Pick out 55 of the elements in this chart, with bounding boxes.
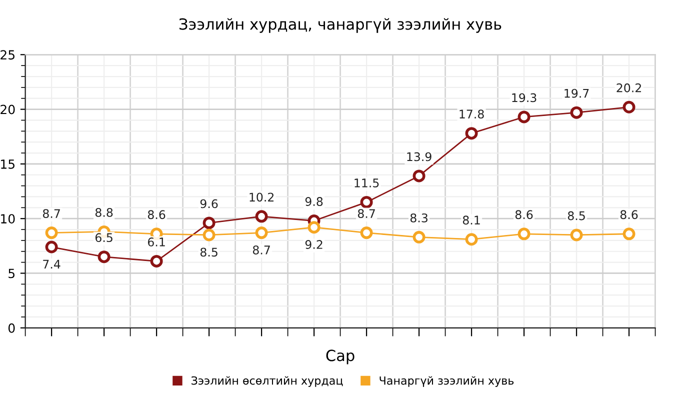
- y-tick-label: 25: [0, 50, 14, 60]
- point: [308, 221, 320, 234]
- data-label: 8.6: [620, 210, 638, 220]
- point: [202, 228, 216, 242]
- data-label: 19.3: [512, 93, 536, 102]
- data-label: 20.2: [616, 83, 641, 92]
- x-axis-title: Сар: [326, 350, 354, 364]
- legend-label: Чанаргүй зээлийн хувь: [380, 376, 514, 387]
- point: [255, 210, 268, 223]
- data-label: 8.7: [358, 209, 375, 218]
- point: [45, 240, 58, 254]
- data-label: 8.1: [462, 216, 480, 225]
- point: [412, 230, 426, 244]
- data-label: 11.5: [354, 178, 379, 188]
- data-label: 8.6: [515, 210, 533, 220]
- point: [518, 110, 530, 124]
- data-label: 8.3: [410, 213, 428, 222]
- point: [98, 250, 110, 264]
- point: [465, 127, 478, 140]
- y-tick-label: 15: [1, 160, 14, 169]
- point: [622, 100, 636, 114]
- data-label: 8.6: [148, 210, 166, 220]
- legend-label: Зээлийн өсөлтийн хурдац: [192, 376, 343, 387]
- y-tick-label: 10: [1, 214, 15, 224]
- data-label: 13.9: [407, 152, 432, 162]
- point: [255, 226, 268, 240]
- point: [360, 226, 373, 240]
- data-label: 19.7: [564, 88, 589, 98]
- point: [150, 254, 163, 268]
- point: [45, 226, 58, 240]
- data-label: 10.2: [250, 192, 274, 202]
- data-label: 7.4: [43, 260, 60, 268]
- point: [622, 228, 636, 240]
- data-label: 17.8: [460, 110, 484, 119]
- data-label: 6.1: [148, 238, 165, 246]
- data-label: 9.8: [305, 197, 323, 206]
- point: [360, 196, 373, 208]
- point: [202, 216, 216, 230]
- point: [518, 228, 530, 240]
- point: [570, 228, 583, 242]
- data-label: 8.5: [568, 211, 585, 220]
- data-label: 8.8: [95, 208, 113, 217]
- y-tick-label: 0: [8, 323, 15, 333]
- point: [465, 233, 478, 246]
- data-label: 8.7: [42, 209, 60, 218]
- point: [570, 106, 583, 119]
- point: [412, 170, 426, 182]
- chart-title: Зээлийн хурдац, чанаргүй зээлийн хувь: [180, 18, 502, 33]
- data-label: 8.5: [200, 248, 218, 257]
- data-label: 6.5: [95, 233, 112, 242]
- data-label: 8.7: [252, 246, 270, 254]
- y-tick-label: 20: [0, 104, 15, 114]
- data-label: 9.6: [200, 199, 218, 208]
- data-label: 9.2: [305, 240, 322, 249]
- y-tick-label: 5: [8, 268, 14, 278]
